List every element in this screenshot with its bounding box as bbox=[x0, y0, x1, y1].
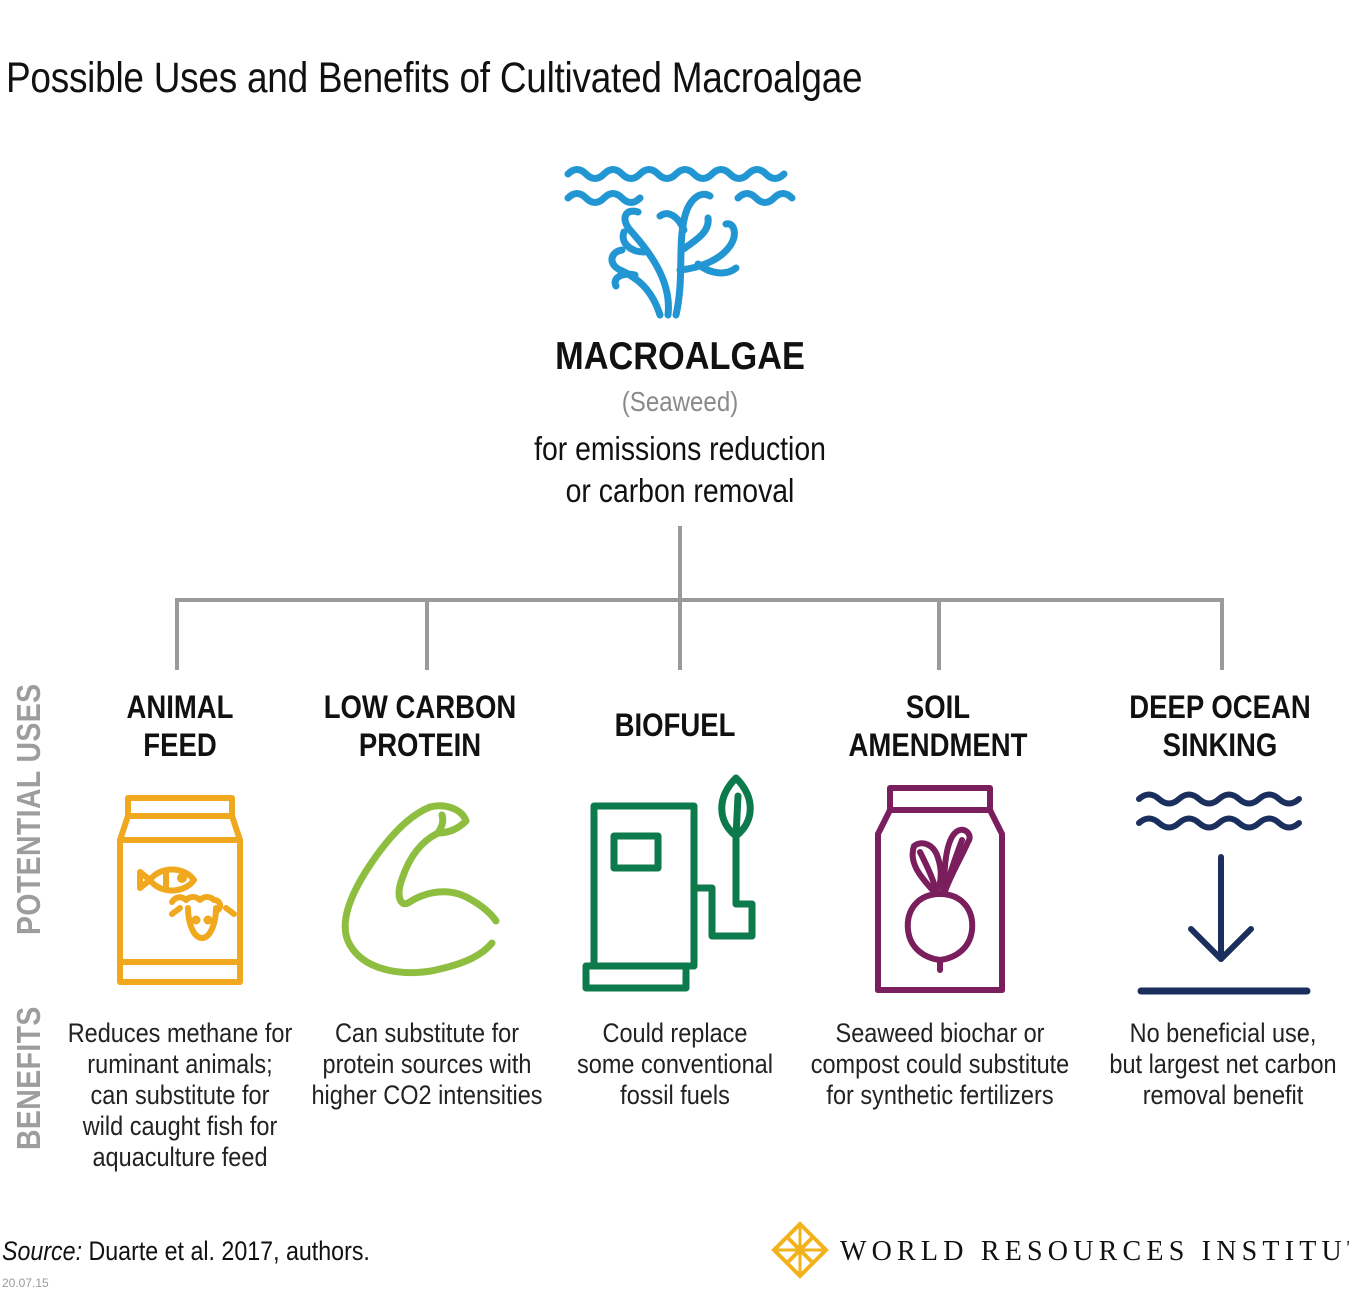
use-title-biofuel: BIOFUEL bbox=[614, 707, 736, 743]
use-title-soil-amendment: SOIL AMENDMENT bbox=[848, 689, 1028, 763]
seaweed-icon bbox=[564, 166, 796, 319]
source-text: Duarte et al. 2017, authors. bbox=[82, 1236, 370, 1266]
source-note: Source: Duarte et al. 2017, authors. bbox=[2, 1236, 370, 1267]
flexed-arm-icon bbox=[341, 802, 500, 977]
fuel-pump-leaf-icon bbox=[582, 774, 756, 992]
benefits-label: BENEFITS bbox=[10, 1006, 47, 1150]
potential-uses-label: POTENTIAL USES bbox=[10, 683, 47, 935]
date-stamp: 20.07.15 bbox=[2, 1276, 49, 1290]
benefit-low-carbon-protein: Can substitute for protein sources with … bbox=[311, 1018, 543, 1110]
benefit-animal-feed: Reduces methane for ruminant animals; ca… bbox=[67, 1018, 293, 1172]
center-node-title: MACROALGAE bbox=[555, 335, 805, 378]
center-desc-line2: or carbon removal bbox=[565, 472, 795, 509]
tree-connector bbox=[175, 526, 1224, 670]
feed-bag-icon bbox=[117, 795, 243, 985]
benefit-deep-ocean-sinking: No beneficial use, but largest net carbo… bbox=[1109, 1018, 1337, 1110]
use-title-low-carbon-protein: LOW CARBON PROTEIN bbox=[323, 689, 517, 763]
use-title-deep-ocean-sinking: DEEP OCEAN SINKING bbox=[1129, 689, 1311, 763]
wri-logo-text: WORLD RESOURCES INSTITUTE bbox=[840, 1236, 1349, 1267]
beet-bag-icon bbox=[875, 785, 1005, 993]
benefit-soil-amendment: Seaweed biochar or compost could substit… bbox=[810, 1018, 1070, 1110]
center-node-description: for emissions reduction or carbon remova… bbox=[465, 428, 895, 512]
benefit-biofuel: Could replace some conventional fossil f… bbox=[577, 1018, 773, 1110]
center-node-subtitle: (Seaweed) bbox=[621, 386, 739, 417]
use-title-animal-feed: ANIMAL FEED bbox=[126, 689, 234, 763]
center-desc-line1: for emissions reduction bbox=[534, 430, 826, 467]
page-title: Possible Uses and Benefits of Cultivated… bbox=[6, 54, 863, 102]
ocean-sink-arrow-icon bbox=[1136, 791, 1311, 995]
wri-lattice-icon bbox=[771, 1221, 829, 1279]
source-label: Source: bbox=[2, 1236, 83, 1266]
